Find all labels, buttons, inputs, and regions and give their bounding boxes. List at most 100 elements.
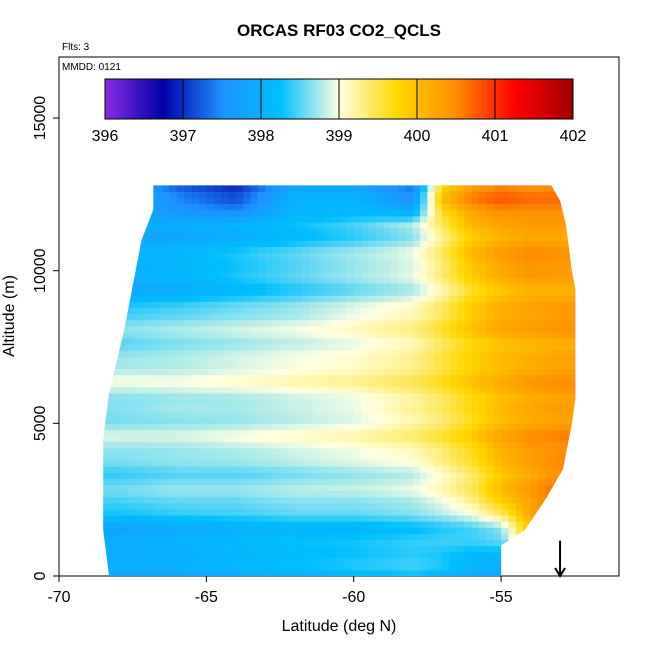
heatmap-cell <box>228 356 237 363</box>
heatmap-cell <box>434 417 443 424</box>
heatmap-cell <box>265 496 274 504</box>
heatmap-cell <box>530 429 539 437</box>
heatmap-cell <box>442 429 451 437</box>
heatmap-cell <box>493 343 502 351</box>
heatmap-cell <box>250 502 259 510</box>
heatmap-cell <box>110 527 119 534</box>
heatmap-cell <box>486 282 495 290</box>
heatmap-cell <box>191 221 200 229</box>
heatmap-cell <box>353 325 362 333</box>
heatmap-cell <box>302 343 311 351</box>
heatmap-cell <box>449 521 458 528</box>
heatmap-cell <box>132 398 141 406</box>
heatmap-cell <box>442 472 451 479</box>
heatmap-cell <box>309 185 318 192</box>
colorbar-tick-label: 396 <box>92 128 119 145</box>
heatmap-cell <box>434 374 443 382</box>
heatmap-cell <box>479 356 487 363</box>
heatmap-cell <box>154 270 163 278</box>
heatmap-cell <box>235 453 244 461</box>
heatmap-cell <box>523 405 532 412</box>
heatmap-cell <box>346 350 355 357</box>
heatmap-cell <box>213 459 222 467</box>
heatmap-cell <box>486 539 495 547</box>
heatmap-cell <box>272 496 281 504</box>
heatmap-cell <box>523 209 532 217</box>
heatmap-cell <box>184 203 193 211</box>
heatmap-cell <box>140 466 149 473</box>
heatmap-cell <box>324 313 333 321</box>
heatmap-cell <box>479 447 487 455</box>
heatmap-cell <box>427 197 436 205</box>
heatmap-cell <box>442 337 451 345</box>
heatmap-cell <box>508 289 517 296</box>
heatmap-cell <box>383 295 392 302</box>
heatmap-cell <box>125 478 134 486</box>
heatmap-cell <box>162 276 171 284</box>
heatmap-cell <box>442 197 451 205</box>
heatmap-cell <box>523 521 532 528</box>
heatmap-cell <box>184 191 193 199</box>
heatmap-cell <box>302 301 311 308</box>
heatmap-cell <box>169 240 178 247</box>
heatmap-cell <box>206 313 215 321</box>
heatmap-cell <box>324 514 333 522</box>
heatmap-cell <box>132 466 141 473</box>
heatmap-cell <box>235 417 244 424</box>
heatmap-cell <box>316 270 325 278</box>
heatmap-cell <box>213 185 222 192</box>
heatmap-cell <box>383 331 392 339</box>
heatmap-cell <box>501 380 510 388</box>
heatmap-cell <box>265 429 274 437</box>
heatmap-cell <box>265 185 274 192</box>
heatmap-cell <box>206 185 215 192</box>
heatmap-cell <box>530 484 539 492</box>
heatmap-cell <box>361 527 370 534</box>
heatmap-cell <box>324 459 333 467</box>
heatmap-cell <box>383 557 392 565</box>
heatmap-cell <box>184 374 193 382</box>
heatmap-cell <box>213 527 222 534</box>
heatmap-cell <box>339 502 347 510</box>
heatmap-cell <box>287 319 296 327</box>
heatmap-cell <box>375 270 384 278</box>
heatmap-cell <box>442 282 451 290</box>
heatmap-cell <box>383 356 392 363</box>
heatmap-cell <box>280 569 289 577</box>
heatmap-cell <box>420 557 429 565</box>
heatmap-cell <box>427 209 436 217</box>
heatmap-cell <box>154 392 163 400</box>
heatmap-cell <box>257 417 266 424</box>
heatmap-cell <box>361 337 370 345</box>
heatmap-cell <box>427 508 436 516</box>
heatmap-cell <box>140 539 149 547</box>
heatmap-cell <box>110 508 119 516</box>
heatmap-cell <box>368 264 377 272</box>
heatmap-cell <box>353 508 362 516</box>
heatmap-cell <box>272 380 281 388</box>
heatmap-cell <box>169 545 178 553</box>
heatmap-cell <box>110 411 119 418</box>
heatmap-cell <box>479 234 487 241</box>
heatmap-cell <box>449 569 458 577</box>
heatmap-cell <box>265 343 274 351</box>
heatmap-cell <box>280 227 289 235</box>
heatmap-cell <box>523 508 532 516</box>
heatmap-cell <box>257 276 266 284</box>
heatmap-cell <box>493 484 502 492</box>
heatmap-cell <box>412 569 421 577</box>
heatmap-cell <box>493 264 502 272</box>
heatmap-cell <box>508 374 517 382</box>
heatmap-cell <box>515 368 524 376</box>
heatmap-cell <box>191 478 200 486</box>
heatmap-cell <box>420 539 429 547</box>
heatmap-cell <box>228 276 237 284</box>
heatmap-cell <box>375 521 384 528</box>
heatmap-cell <box>545 215 554 223</box>
heatmap-cell <box>479 197 487 205</box>
heatmap-cell <box>235 185 244 192</box>
heatmap-cell <box>110 380 119 388</box>
heatmap-cell <box>493 569 502 577</box>
heatmap-cell <box>243 478 252 486</box>
